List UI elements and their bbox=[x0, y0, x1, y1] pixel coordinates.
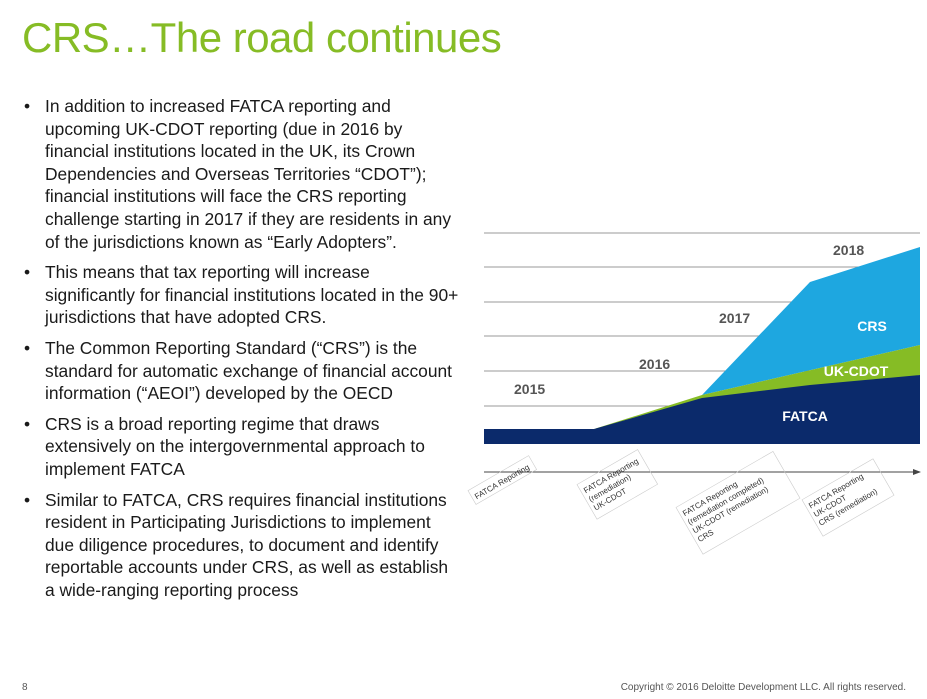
timeline-box-2: FATCA Reporting (remediation) UK-CDOT bbox=[576, 449, 659, 520]
year-label-2018: 2018 bbox=[833, 242, 864, 258]
bullet-dot: • bbox=[24, 489, 31, 510]
year-label-2016: 2016 bbox=[639, 356, 670, 372]
timeline-box-1: FATCA Reporting bbox=[467, 455, 538, 505]
bullet-dot: • bbox=[24, 96, 31, 116]
bullet-item: • This means that tax reporting will incr… bbox=[22, 261, 462, 329]
fatca-area-label: FATCA bbox=[782, 408, 828, 424]
bullet-item: • In addition to increased FATCA reportin… bbox=[22, 95, 462, 253]
timeline-text: FATCA Reporting bbox=[473, 463, 531, 502]
bullet-list: • In addition to increased FATCA reportin… bbox=[22, 95, 462, 609]
bullet-dot: • bbox=[24, 413, 31, 434]
bullet-text: In addition to increased FATCA reporting… bbox=[45, 96, 452, 252]
crs-area bbox=[702, 247, 920, 395]
crs-area-label: CRS bbox=[857, 318, 887, 334]
bullet-text: The Common Reporting Standard (“CRS”) is… bbox=[45, 337, 452, 404]
bullet-item: • Similar to FATCA, CRS requires financia… bbox=[22, 489, 462, 602]
ukcdot-area-label: UK-CDOT bbox=[824, 363, 889, 379]
bullet-item: • The Common Reporting Standard (“CRS”) i… bbox=[22, 337, 462, 405]
page-number: 8 bbox=[22, 682, 28, 693]
bullet-text: CRS is a broad reporting regime that dra… bbox=[45, 413, 425, 479]
fatca-area bbox=[484, 375, 920, 444]
bullet-dot: • bbox=[24, 262, 31, 283]
page-title: CRS…The road continues bbox=[22, 14, 502, 61]
timeline-box-4: FATCA Reporting UK-CDOT CRS (remediation… bbox=[801, 458, 895, 537]
year-label-2017: 2017 bbox=[719, 310, 750, 326]
copyright-text: Copyright © 2016 Deloitte Development LL… bbox=[620, 682, 906, 693]
timeline-box-3: FATCA Reporting (remediation completed) … bbox=[675, 451, 801, 555]
bullet-text: This means that tax reporting will incre… bbox=[45, 262, 459, 328]
bullet-item: • CRS is a broad reporting regime that dr… bbox=[22, 413, 462, 481]
bullet-text: Similar to FATCA, CRS requires financial… bbox=[45, 489, 449, 600]
road-diagram: 2015 2016 2017 2018 CRS UK-CDOT FATCA FA… bbox=[467, 232, 921, 555]
year-label-2015: 2015 bbox=[514, 381, 545, 397]
bullet-dot: • bbox=[24, 337, 31, 358]
